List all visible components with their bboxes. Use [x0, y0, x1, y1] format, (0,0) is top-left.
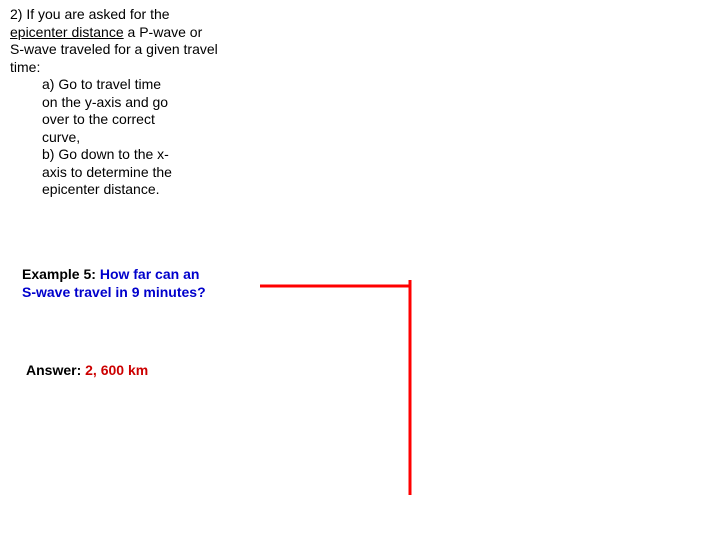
- answer-label: Answer:: [26, 362, 85, 378]
- example-block: Example 5: How far can an S-wave travel …: [22, 266, 212, 301]
- instruction-underlined: epicenter distance: [10, 24, 124, 40]
- instruction-block: 2) If you are asked for the epicenter di…: [10, 6, 220, 199]
- answer-block: Answer: 2, 600 km: [26, 362, 148, 378]
- instruction-step-a: a) Go to travel time on the y-axis and g…: [42, 76, 180, 146]
- annotation-diagram: [260, 280, 420, 500]
- instruction-prefix: 2) If you are asked for the: [10, 6, 170, 22]
- instruction-step-b: b) Go down to the x-axis to determine th…: [42, 146, 180, 199]
- instruction-steps: a) Go to travel time on the y-axis and g…: [10, 76, 180, 199]
- answer-value: 2, 600 km: [85, 362, 148, 378]
- example-label: Example 5:: [22, 266, 100, 282]
